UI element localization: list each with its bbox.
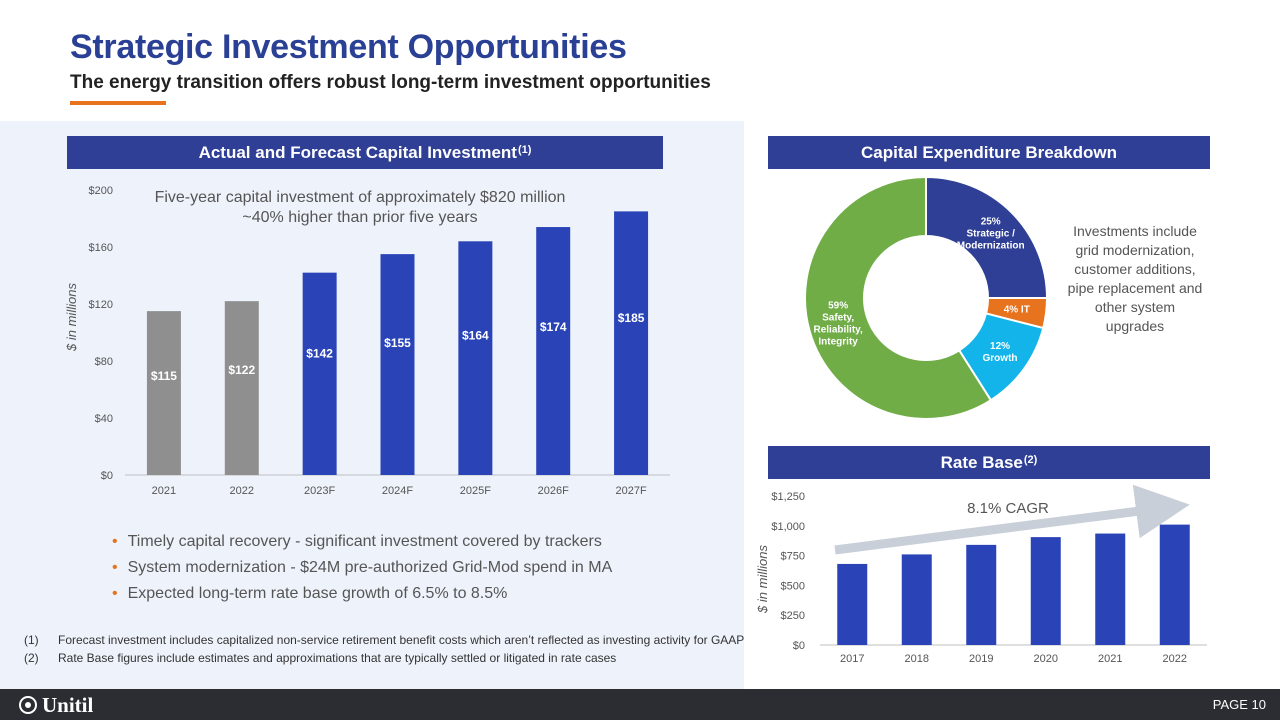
capital-bar bbox=[458, 241, 493, 475]
rate-base-bar bbox=[1095, 533, 1126, 645]
capital-bar-data-label: $115 bbox=[151, 369, 177, 383]
capital-y-tick-label: $200 bbox=[89, 185, 113, 197]
donut-slice-label: 12% Growth bbox=[983, 341, 1018, 364]
donut-slice-label: 25% Strategic / Modernization bbox=[957, 216, 1025, 251]
rate-base-y-tick-label: $1,250 bbox=[771, 491, 805, 503]
bullet-dot-icon: • bbox=[112, 585, 118, 602]
rate-base-x-tick-label: 2021 bbox=[1098, 653, 1122, 665]
capital-bar-data-label: $122 bbox=[228, 363, 255, 377]
unitil-logo: Unitil bbox=[18, 693, 93, 717]
page-title: Strategic Investment Opportunities bbox=[70, 28, 627, 66]
rate-base-y-tick-label: $1,000 bbox=[771, 521, 805, 533]
rate-base-x-tick-label: 2018 bbox=[905, 653, 929, 665]
capital-y-tick-label: $80 bbox=[95, 356, 113, 368]
donut-slice-label: 4% IT bbox=[1004, 304, 1030, 315]
rate-base-x-tick-label: 2017 bbox=[840, 653, 864, 665]
rate-base-x-tick-label: 2020 bbox=[1034, 653, 1058, 665]
capital-x-tick-label: 2024F bbox=[382, 485, 413, 497]
capital-x-tick-label: 2022 bbox=[230, 485, 254, 497]
rate-base-chart: $0 $250 $500 $750 $1,000 $1,250 2017 2018 2019 2… bbox=[755, 484, 1207, 665]
rate-base-y-axis-label: $ in millions bbox=[755, 545, 770, 614]
rate-base-y-tick-label: $0 bbox=[793, 640, 805, 652]
rate-base-band-footnote-ref: (2) bbox=[1023, 453, 1038, 466]
bullet-dot-icon: • bbox=[112, 533, 118, 550]
capital-bar bbox=[224, 301, 259, 475]
capital-bar-data-label: $174 bbox=[540, 320, 567, 334]
capital-x-tick-label: 2027F bbox=[615, 485, 646, 497]
rate-base-bar bbox=[966, 544, 997, 645]
donut-slice bbox=[925, 175, 1049, 299]
capital-bar-data-label: $164 bbox=[462, 328, 489, 342]
cagr-trend-arrow bbox=[834, 484, 1190, 555]
capital-bar bbox=[302, 272, 337, 475]
donut-slice bbox=[804, 175, 993, 420]
rate-base-x-tick-label: 2019 bbox=[969, 653, 993, 665]
rate-base-band-title: Rate Base bbox=[940, 452, 1023, 472]
capital-x-tick-label: 2025F bbox=[460, 485, 491, 497]
page-number: PAGE 10 bbox=[1212, 697, 1266, 712]
cagr-label: 8.1% CAGR bbox=[967, 500, 1049, 517]
capex-breakdown-band-title: Capital Expenditure Breakdown bbox=[861, 142, 1117, 162]
rate-base-y-tick-label: $500 bbox=[781, 580, 805, 592]
rate-base-y-tick-label: $250 bbox=[781, 610, 805, 622]
capital-investment-band-title: Actual and Forecast Capital Investment bbox=[198, 142, 517, 162]
capital-y-tick-label: $40 bbox=[95, 413, 113, 425]
capital-bar-data-label: $142 bbox=[306, 347, 333, 361]
title-accent-line bbox=[70, 101, 166, 105]
capital-bar bbox=[614, 211, 649, 475]
footnote-2: (2) Rate Base figures include estimates a… bbox=[24, 651, 617, 665]
key-point: • System modernization - $24M pre-authori… bbox=[112, 559, 613, 576]
capex-breakdown-donut-chart: 25% Strategic / Modernization 4% IT 12% Growt… bbox=[804, 175, 1049, 420]
key-point: • Expected long-term rate base growth of … bbox=[112, 585, 508, 602]
capital-investment-band: Actual and Forecast Capital Investment (1… bbox=[67, 136, 663, 169]
key-point: • Timely capital recovery - significant i… bbox=[112, 533, 602, 550]
capital-bar bbox=[146, 311, 181, 475]
capex-breakdown-band: Capital Expenditure Breakdown bbox=[768, 136, 1210, 169]
capital-bar bbox=[380, 254, 415, 475]
capex-side-note: Investments include grid modernization, … bbox=[1067, 223, 1203, 334]
capital-bar-data-label: $185 bbox=[618, 311, 645, 325]
key-points-list: • Timely capital recovery - significant i… bbox=[112, 531, 612, 609]
capital-investment-chart: $0 $40 $80 $120 $160 $200 2021 2022 2023F 2024F 2… bbox=[64, 185, 670, 497]
capital-y-axis-label: $ in millions bbox=[64, 283, 79, 352]
bullet-dot-icon: • bbox=[112, 559, 118, 576]
rate-base-x-tick-label: 2022 bbox=[1163, 653, 1187, 665]
page-subtitle: The energy transition offers robust long… bbox=[70, 72, 711, 93]
rate-base-y-tick-label: $750 bbox=[781, 551, 805, 563]
capital-bar bbox=[536, 227, 571, 475]
unitil-logo-icon bbox=[19, 696, 37, 714]
rate-base-bar bbox=[837, 563, 868, 645]
rate-base-band: Rate Base (2) bbox=[768, 446, 1210, 479]
rate-base-bar bbox=[1159, 524, 1190, 645]
footer-bar bbox=[0, 689, 1280, 720]
capital-y-tick-label: $160 bbox=[89, 242, 113, 254]
rate-base-bar bbox=[901, 554, 932, 645]
capital-annotation-line2: ~40% higher than prior five years bbox=[242, 209, 477, 226]
capital-x-tick-label: 2021 bbox=[152, 485, 176, 497]
capital-y-tick-label: $120 bbox=[89, 299, 113, 311]
capital-x-tick-label: 2026F bbox=[538, 485, 569, 497]
rate-base-bar bbox=[1030, 537, 1061, 645]
footnote-1: (1) Forecast investment includes capitali… bbox=[24, 633, 745, 647]
capital-x-tick-label: 2023F bbox=[304, 485, 335, 497]
donut-slice-label: 59% Safety, Reliability, Integrity bbox=[813, 301, 862, 348]
capital-y-tick-label: $0 bbox=[101, 470, 113, 482]
capital-annotation-line1: Five-year capital investment of approxim… bbox=[155, 189, 566, 206]
capital-investment-band-footnote-ref: (1) bbox=[517, 143, 532, 156]
capital-bar-data-label: $155 bbox=[384, 336, 411, 350]
